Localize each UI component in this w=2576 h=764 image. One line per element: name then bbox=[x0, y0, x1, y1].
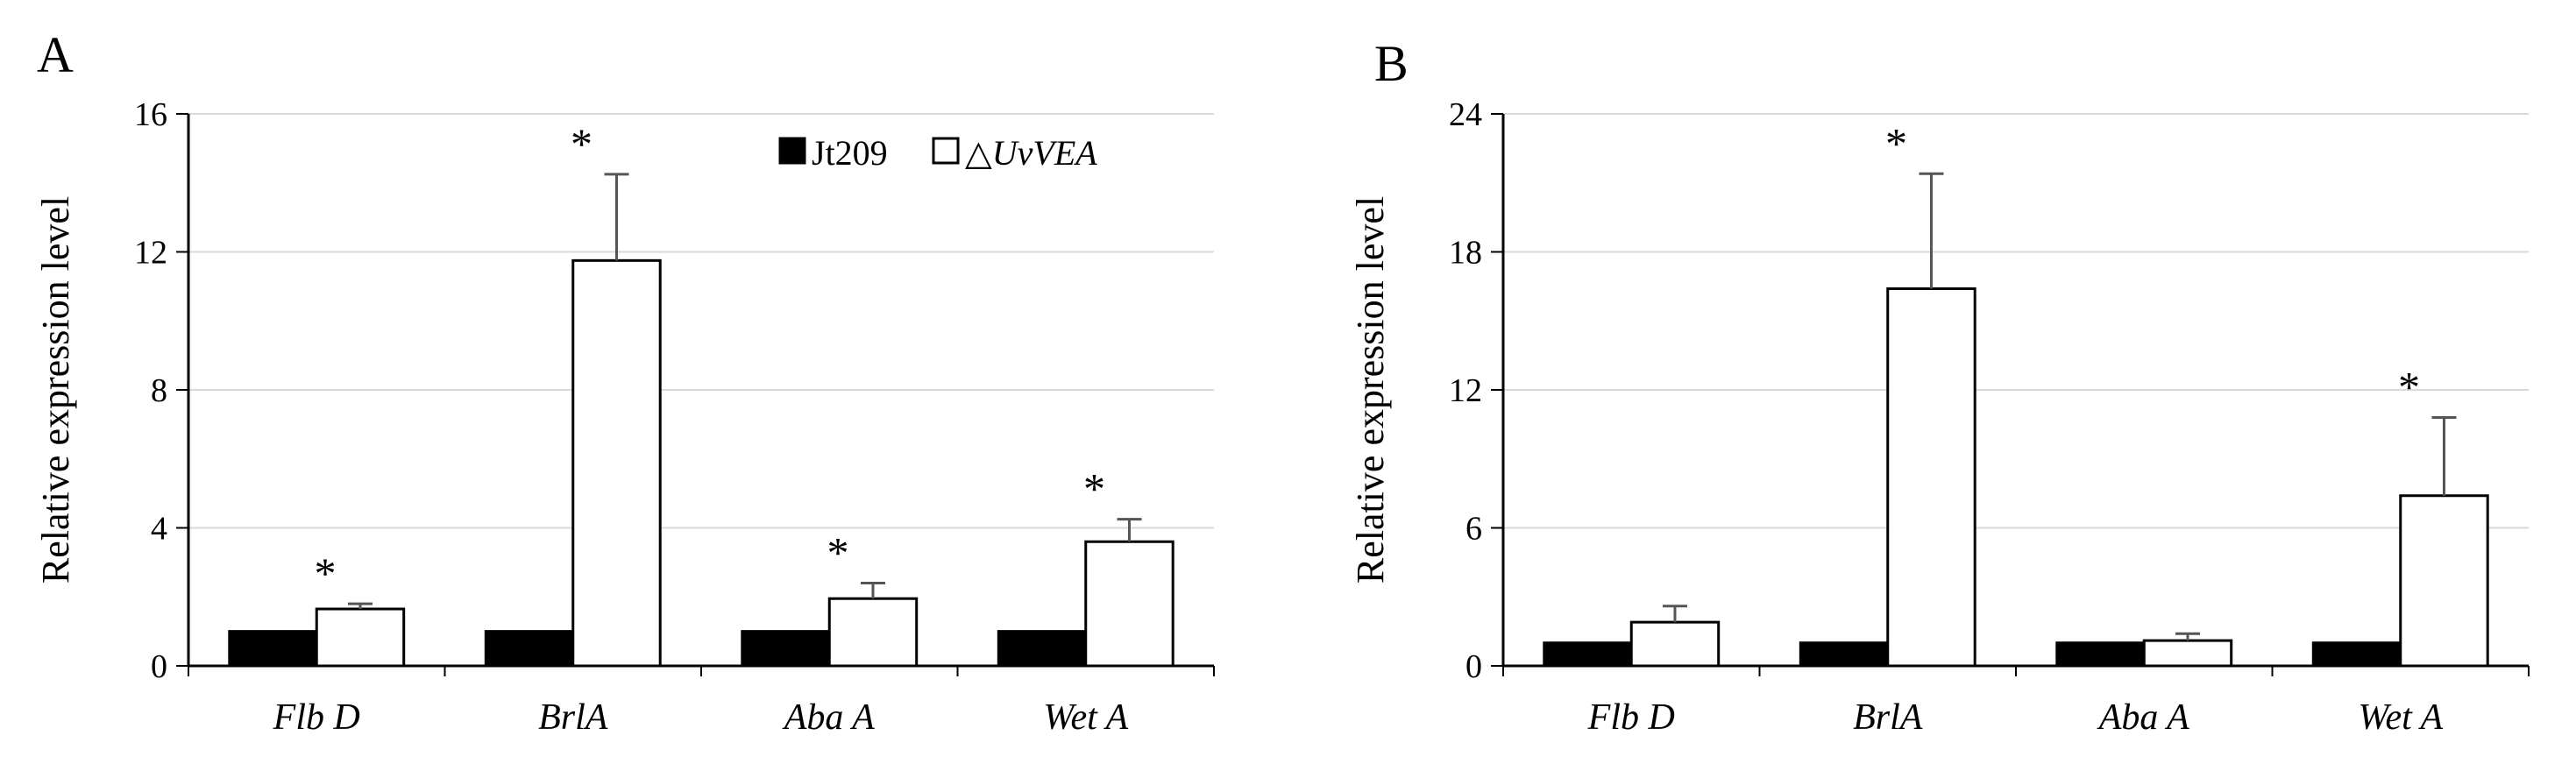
chart-panel-B: B 0 6 12 18 24 Relative expression level Flb D *… bbox=[1349, 35, 2530, 738]
y-tick-label: 16 bbox=[134, 96, 167, 133]
x-tick-label: Aba A bbox=[782, 697, 875, 738]
y-tick-label: 6 bbox=[1465, 511, 1482, 548]
legend-swatch bbox=[778, 137, 806, 165]
bar-uvvea bbox=[1084, 540, 1174, 668]
y-axis-title: Relative expression level bbox=[34, 196, 77, 584]
legend-label-italic: UvVEA bbox=[992, 133, 1098, 173]
bar-jt209 bbox=[1543, 641, 1633, 668]
significance-marker: * bbox=[827, 528, 848, 577]
legend-swatch bbox=[932, 137, 960, 165]
x-tick-label: Wet A bbox=[1043, 697, 1128, 738]
legend-label-prefix: △ bbox=[965, 133, 992, 173]
x-tick-label: Flb D bbox=[273, 697, 360, 738]
significance-marker: * bbox=[2398, 363, 2420, 412]
bar-uvvea bbox=[827, 597, 919, 668]
legend: Jt209 △UvVEA bbox=[778, 133, 1097, 173]
bar-uvvea bbox=[2399, 494, 2489, 668]
legend-label: Jt209 bbox=[812, 133, 888, 173]
bar-jt209 bbox=[2311, 641, 2402, 668]
y-tick-label: 0 bbox=[1465, 648, 1482, 685]
significance-marker: * bbox=[314, 548, 336, 598]
x-tick-label: Aba A bbox=[2097, 697, 2189, 738]
bar-jt209 bbox=[1799, 641, 1890, 668]
significance-marker: * bbox=[1885, 118, 1907, 167]
x-tick-label: Flb D bbox=[1587, 697, 1675, 738]
bar-jt209 bbox=[228, 630, 318, 668]
bar-uvvea bbox=[1629, 620, 1721, 668]
y-axis-title: Relative expression level bbox=[1349, 196, 1392, 584]
y-tick-label: 12 bbox=[134, 235, 167, 272]
bar-uvvea bbox=[571, 258, 662, 668]
x-tick-label: BrlA bbox=[1853, 697, 1923, 738]
y-tick-label: 0 bbox=[151, 648, 167, 685]
x-tick-label: BrlA bbox=[538, 697, 608, 738]
legend-label: △UvVEA bbox=[965, 133, 1097, 173]
bar-jt209 bbox=[997, 630, 1088, 668]
x-tick-label: Wet A bbox=[2358, 697, 2443, 738]
panel-letter: B bbox=[1374, 35, 1409, 92]
bar-jt209 bbox=[484, 630, 575, 668]
y-tick-label: 8 bbox=[151, 372, 167, 409]
panel-letter: A bbox=[37, 26, 74, 83]
bar-uvvea bbox=[315, 607, 406, 668]
bar-jt209 bbox=[2055, 641, 2146, 668]
bar-uvvea bbox=[1886, 287, 1976, 668]
significance-marker: * bbox=[571, 119, 593, 168]
bar-jt209 bbox=[741, 630, 831, 668]
legend-label-text: Jt209 bbox=[812, 133, 888, 173]
y-tick-label: 4 bbox=[151, 511, 167, 548]
bar-uvvea bbox=[2142, 639, 2233, 668]
y-tick-label: 18 bbox=[1449, 235, 1482, 272]
y-tick-label: 24 bbox=[1449, 96, 1482, 133]
y-tick-label: 12 bbox=[1449, 372, 1482, 409]
significance-marker: * bbox=[1083, 464, 1105, 513]
chart-panel-A: A 0 4 8 12 16 Relative expression level * Flb D *… bbox=[34, 26, 1215, 738]
